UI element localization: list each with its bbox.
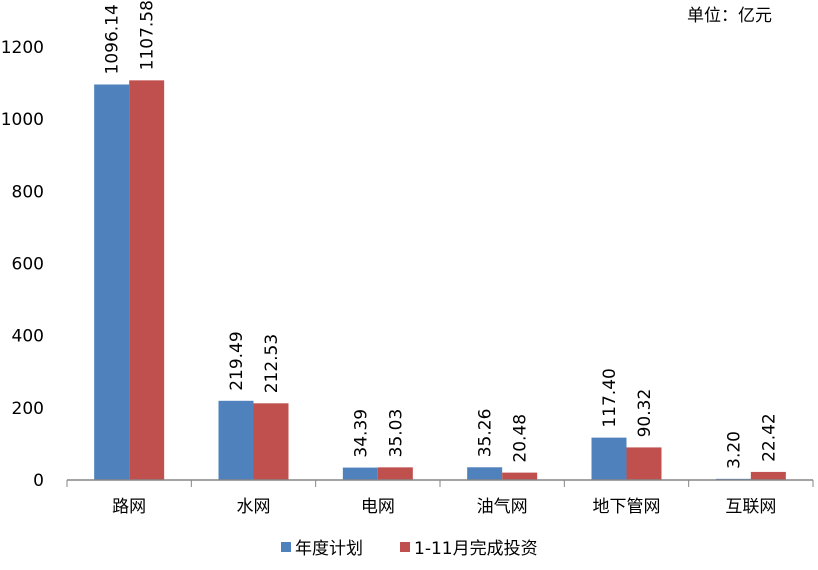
- data-label: 1107.58: [138, 0, 158, 70]
- legend-label: 年度计划: [295, 539, 363, 559]
- y-tick-label: 1200: [1, 38, 44, 58]
- x-tick-label: 水网: [237, 497, 271, 517]
- bar-actual: [502, 472, 538, 480]
- bar-actual: [377, 467, 413, 480]
- bar-plan: [94, 84, 130, 481]
- data-label: 3.20: [724, 431, 744, 469]
- bar-actual: [626, 447, 662, 480]
- y-tick-label: 0: [33, 471, 44, 491]
- data-label: 90.32: [635, 389, 655, 438]
- bar-actual: [129, 80, 165, 481]
- x-tick-label: 电网: [361, 497, 395, 517]
- x-tick-label: 互联网: [725, 497, 776, 517]
- y-tick-label: 400: [12, 327, 44, 347]
- data-label: 34.39: [351, 409, 371, 458]
- bar-plan: [591, 437, 627, 480]
- y-tick-label: 600: [12, 255, 44, 275]
- y-tick-label: 1000: [1, 110, 44, 130]
- legend-swatch: [281, 542, 291, 552]
- x-tick-label: 油气网: [477, 497, 528, 517]
- x-tick-label: 路网: [112, 497, 146, 517]
- data-label: 35.03: [386, 409, 406, 458]
- data-label: 212.53: [262, 334, 282, 393]
- unit-label: 单位：亿元: [687, 6, 772, 26]
- data-label: 219.49: [227, 331, 247, 390]
- data-label: 117.40: [600, 368, 620, 427]
- data-label: 20.48: [511, 414, 531, 463]
- bar-actual: [253, 403, 289, 480]
- data-label: 1096.14: [103, 4, 123, 74]
- legend-label: 1-11月完成投资: [414, 539, 538, 559]
- bar-plan: [467, 467, 503, 480]
- x-tick-label: 地下管网: [593, 497, 661, 517]
- y-tick-label: 200: [12, 399, 44, 419]
- legend-swatch: [400, 542, 410, 552]
- data-label: 22.42: [759, 413, 779, 462]
- data-label: 35.26: [476, 409, 496, 458]
- bar-plan: [342, 467, 378, 480]
- bar-plan: [218, 400, 254, 480]
- y-tick-label: 800: [12, 182, 44, 202]
- bar-actual: [750, 471, 786, 480]
